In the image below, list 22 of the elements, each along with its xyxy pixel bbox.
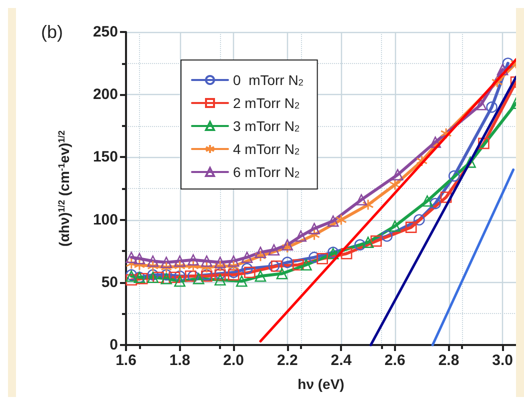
- chart-title: (b): [41, 22, 63, 42]
- x-axis-title: hν (eV): [298, 376, 344, 392]
- y-tick-label: 150: [92, 148, 118, 166]
- x-tick-label: 2.8: [438, 352, 460, 369]
- x-tick-label: 1.6: [116, 352, 136, 369]
- legend-label: 2 mTorr N2: [233, 95, 300, 111]
- y-tick-label: 0: [110, 336, 118, 354]
- y-tick-label: 50: [101, 274, 118, 291]
- x-tick-label: 2.4: [330, 352, 352, 369]
- x-tick-label: 1.8: [169, 352, 190, 369]
- x-tick-label: 2.0: [223, 352, 244, 369]
- x-tick-label: 2.2: [276, 352, 298, 369]
- legend-label: 4 mTorr N2: [233, 141, 300, 157]
- legend-label: 6 mTorr N2: [233, 164, 300, 180]
- y-axis-title: (αhν)1/2 (cm-1ev)1/2: [56, 130, 72, 247]
- x-tick-label: 2.6: [384, 352, 406, 369]
- legend-label: 0 mTorr N2: [233, 72, 304, 88]
- legend-label: 3 mTorr N2: [233, 118, 300, 134]
- y-tick-label: 250: [92, 24, 118, 40]
- x-tick-label: 3.0: [492, 352, 513, 369]
- y-tick-label: 200: [92, 86, 118, 104]
- y-tick-label: 100: [92, 211, 118, 228]
